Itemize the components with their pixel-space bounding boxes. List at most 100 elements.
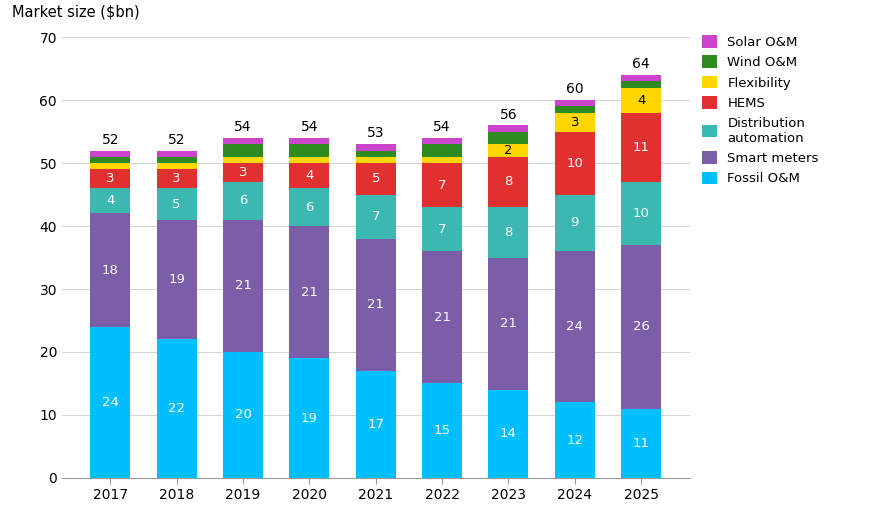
Bar (289, 358, 329, 478)
Bar (90, 163, 130, 169)
Text: 3: 3 (570, 116, 579, 129)
Bar (489, 144, 529, 157)
Bar (621, 409, 661, 478)
Text: 6: 6 (305, 201, 314, 213)
Bar (90, 213, 130, 327)
Text: 53: 53 (367, 126, 385, 140)
Bar (156, 220, 196, 339)
Text: 8: 8 (504, 175, 513, 189)
Bar (355, 238, 396, 371)
Text: 21: 21 (367, 298, 385, 311)
Bar (555, 194, 595, 251)
Text: 11: 11 (633, 141, 650, 154)
Bar (489, 207, 529, 258)
Text: 14: 14 (500, 427, 517, 440)
Bar (90, 169, 130, 189)
Text: 18: 18 (102, 263, 118, 277)
Text: 10: 10 (633, 207, 650, 220)
Text: 21: 21 (433, 311, 451, 324)
Bar (289, 226, 329, 358)
Bar (621, 182, 661, 245)
Text: 54: 54 (301, 120, 318, 134)
Text: 12: 12 (567, 434, 583, 447)
Bar (555, 251, 595, 402)
Text: 21: 21 (301, 286, 318, 298)
Legend: Solar O&M, Wind O&M, Flexibility, HEMS, Distribution
automation, Smart meters, F: Solar O&M, Wind O&M, Flexibility, HEMS, … (703, 35, 819, 185)
Text: 52: 52 (168, 133, 186, 147)
Bar (355, 144, 396, 150)
Bar (156, 189, 196, 220)
Text: 8: 8 (504, 226, 513, 239)
Bar (156, 163, 196, 169)
Text: 3: 3 (106, 173, 115, 185)
Bar (355, 150, 396, 157)
Bar (621, 245, 661, 409)
Bar (555, 113, 595, 132)
Bar (423, 138, 462, 144)
Text: 20: 20 (234, 408, 251, 422)
Bar (621, 88, 661, 113)
Bar (355, 163, 396, 194)
Bar (355, 157, 396, 163)
Text: 11: 11 (633, 437, 650, 450)
Text: 6: 6 (239, 194, 248, 208)
Text: 24: 24 (102, 396, 118, 409)
Text: 60: 60 (566, 82, 583, 96)
Bar (223, 138, 263, 144)
Text: 5: 5 (172, 198, 181, 210)
Text: 4: 4 (106, 194, 115, 208)
Bar (90, 150, 130, 157)
Text: 9: 9 (570, 217, 579, 229)
Bar (423, 157, 462, 163)
Bar (621, 81, 661, 88)
Bar (555, 132, 595, 194)
Text: Market size ($bn): Market size ($bn) (11, 5, 140, 20)
Bar (423, 163, 462, 207)
Text: 17: 17 (367, 418, 385, 431)
Text: 19: 19 (301, 412, 317, 425)
Bar (355, 371, 396, 478)
Bar (489, 258, 529, 390)
Text: 4: 4 (636, 93, 645, 107)
Text: 15: 15 (433, 424, 451, 437)
Text: 3: 3 (239, 166, 248, 179)
Bar (223, 144, 263, 157)
Bar (489, 157, 529, 207)
Bar (223, 220, 263, 352)
Bar (289, 157, 329, 163)
Text: 7: 7 (438, 222, 446, 236)
Bar (423, 144, 462, 157)
Bar (156, 157, 196, 163)
Bar (289, 189, 329, 226)
Text: 52: 52 (102, 133, 119, 147)
Text: 7: 7 (438, 178, 446, 192)
Bar (90, 157, 130, 163)
Bar (489, 390, 529, 478)
Bar (355, 194, 396, 238)
Text: 54: 54 (433, 120, 451, 134)
Bar (223, 163, 263, 182)
Bar (90, 189, 130, 213)
Text: 64: 64 (632, 57, 650, 71)
Text: 10: 10 (567, 157, 583, 169)
Bar (223, 352, 263, 478)
Bar (423, 251, 462, 383)
Bar (489, 132, 529, 144)
Text: 7: 7 (371, 210, 380, 223)
Text: 26: 26 (633, 320, 650, 333)
Bar (555, 100, 595, 106)
Text: 24: 24 (567, 320, 583, 333)
Text: 4: 4 (305, 169, 314, 182)
Bar (223, 182, 263, 220)
Bar (423, 207, 462, 251)
Bar (555, 402, 595, 478)
Text: 3: 3 (172, 173, 181, 185)
Bar (489, 125, 529, 132)
Bar (555, 106, 595, 113)
Text: 5: 5 (371, 173, 380, 185)
Bar (156, 169, 196, 189)
Text: 22: 22 (168, 402, 185, 415)
Text: 19: 19 (168, 273, 185, 286)
Bar (289, 138, 329, 144)
Bar (621, 75, 661, 81)
